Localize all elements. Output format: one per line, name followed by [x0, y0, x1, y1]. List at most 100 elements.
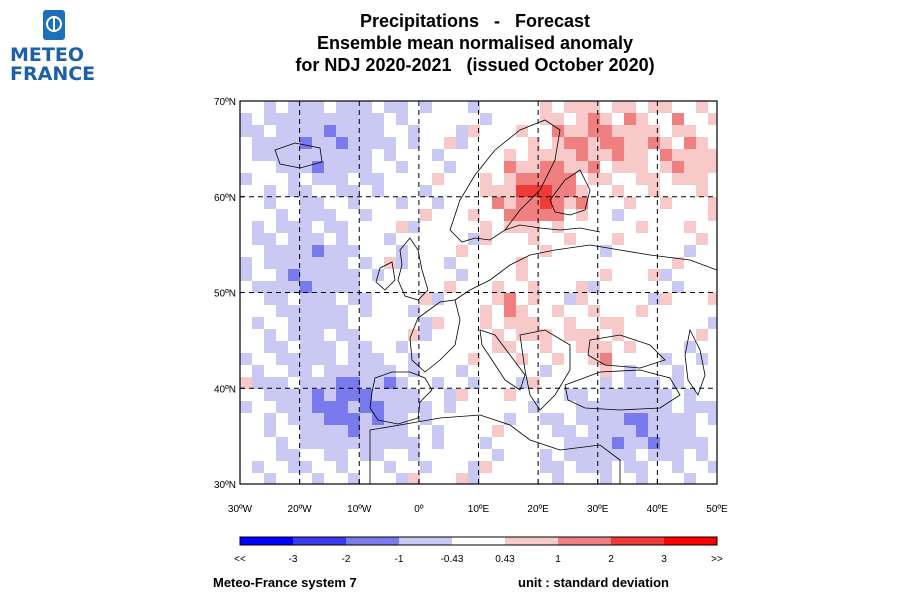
- anomaly-cell: [288, 173, 300, 185]
- anomaly-cell: [684, 149, 696, 161]
- anomaly-cell: [528, 281, 540, 293]
- anomaly-cell: [528, 161, 540, 173]
- anomaly-cell: [540, 341, 552, 353]
- anomaly-cell: [624, 365, 636, 377]
- anomaly-cell: [564, 437, 576, 449]
- anomaly-cell: [576, 197, 588, 209]
- anomaly-cell: [636, 161, 648, 173]
- anomaly-cell: [372, 413, 384, 425]
- anomaly-cell: [288, 269, 300, 281]
- anomaly-cell: [528, 317, 540, 329]
- anomaly-cell: [624, 341, 636, 353]
- anomaly-cell: [240, 269, 252, 281]
- anomaly-cell: [396, 245, 408, 257]
- anomaly-cell: [648, 389, 660, 401]
- anomaly-cell: [312, 101, 324, 113]
- anomaly-cell: [444, 137, 456, 149]
- anomaly-cell: [624, 197, 636, 209]
- anomaly-cell: [660, 389, 672, 401]
- anomaly-cell: [348, 161, 360, 173]
- anomaly-cell: [636, 113, 648, 125]
- anomaly-cell: [384, 401, 396, 413]
- anomaly-cell: [660, 437, 672, 449]
- anomaly-cell: [396, 221, 408, 233]
- anomaly-cell: [672, 125, 684, 137]
- anomaly-cell: [600, 317, 612, 329]
- anomaly-cell: [276, 125, 288, 137]
- anomaly-cell: [336, 125, 348, 137]
- anomaly-cell: [372, 377, 384, 389]
- anomaly-cell: [564, 389, 576, 401]
- anomaly-cell: [492, 281, 504, 293]
- anomaly-cell: [540, 461, 552, 473]
- anomaly-cell: [528, 233, 540, 245]
- anomaly-cell: [612, 437, 624, 449]
- anomaly-cell: [456, 365, 468, 377]
- anomaly-cell: [456, 473, 468, 484]
- anomaly-cell: [624, 137, 636, 149]
- anomaly-cell: [312, 377, 324, 389]
- anomaly-cell: [348, 125, 360, 137]
- anomaly-cell: [600, 413, 612, 425]
- anomaly-cell: [696, 161, 708, 173]
- anomaly-cell: [300, 161, 312, 173]
- anomaly-cell: [576, 281, 588, 293]
- anomaly-cell: [372, 365, 384, 377]
- anomaly-cell: [324, 173, 336, 185]
- anomaly-cell: [468, 353, 480, 365]
- anomaly-cell: [624, 437, 636, 449]
- anomaly-cell: [564, 101, 576, 113]
- anomaly-cell: [552, 197, 564, 209]
- anomaly-cell: [660, 353, 672, 365]
- anomaly-cell: [672, 149, 684, 161]
- anomaly-cell: [420, 101, 432, 113]
- anomaly-cell: [360, 377, 372, 389]
- anomaly-cell: [276, 389, 288, 401]
- anomaly-cell: [696, 401, 708, 413]
- anomaly-cell: [636, 461, 648, 473]
- anomaly-cell: [672, 413, 684, 425]
- anomaly-cell: [432, 317, 444, 329]
- anomaly-cell: [276, 377, 288, 389]
- anomaly-cell: [324, 209, 336, 221]
- anomaly-cell: [480, 185, 492, 197]
- anomaly-cell: [708, 317, 717, 329]
- anomaly-cell: [408, 353, 420, 365]
- anomaly-cell: [348, 473, 360, 484]
- anomaly-cell: [636, 401, 648, 413]
- anomaly-cell: [336, 377, 348, 389]
- anomaly-cell: [492, 185, 504, 197]
- anomaly-cell: [624, 125, 636, 137]
- page-title: Precipitations - Forecast Ensemble mean …: [200, 10, 750, 76]
- anomaly-cell: [312, 305, 324, 317]
- anomaly-cell: [672, 377, 684, 389]
- anomaly-cell: [588, 461, 600, 473]
- anomaly-cell: [504, 413, 516, 425]
- anomaly-cell: [612, 401, 624, 413]
- anomaly-cell: [276, 353, 288, 365]
- anomaly-cell: [276, 209, 288, 221]
- anomaly-cell: [636, 389, 648, 401]
- anomaly-cell: [264, 425, 276, 437]
- anomaly-cell: [504, 149, 516, 161]
- anomaly-cell: [288, 365, 300, 377]
- anomaly-cell: [516, 173, 528, 185]
- anomaly-cell: [324, 341, 336, 353]
- anomaly-cell: [324, 401, 336, 413]
- anomaly-cell: [432, 149, 444, 161]
- anomaly-cell: [564, 293, 576, 305]
- anomaly-cell: [708, 161, 717, 173]
- anomaly-cell: [336, 317, 348, 329]
- anomaly-cell: [348, 329, 360, 341]
- map-area: 70ºN 60ºN 50ºN 40ºN 30ºN 30ºW 20ºW 10ºW 0º 10ºE 20…: [214, 97, 728, 515]
- anomaly-cell: [696, 137, 708, 149]
- anomaly-cell: [288, 101, 300, 113]
- anomaly-cell: [372, 437, 384, 449]
- anomaly-cell: [372, 173, 384, 185]
- anomaly-cell: [696, 185, 708, 197]
- anomaly-cell: [672, 365, 684, 377]
- anomaly-cell: [300, 329, 312, 341]
- anomaly-cell: [240, 377, 252, 389]
- anomaly-cell: [372, 353, 384, 365]
- anomaly-cell: [564, 185, 576, 197]
